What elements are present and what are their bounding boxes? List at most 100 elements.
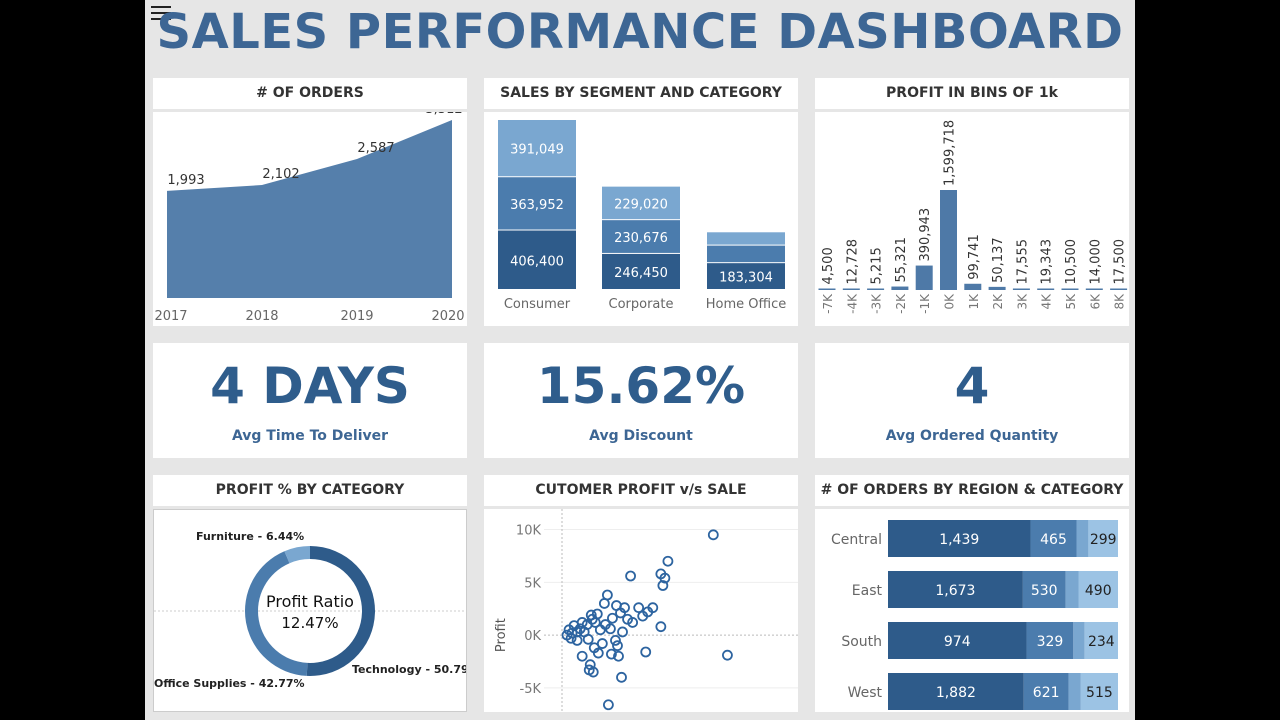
data-label: 530 (1031, 583, 1058, 599)
data-label: 55,321 (894, 237, 909, 282)
region-chart: Central 1,439 465 299 East 1,673 530 490 South 97… (815, 509, 1129, 712)
hamburger-icon[interactable] (151, 6, 171, 22)
x-tick-label: -2K (894, 293, 908, 314)
x-tick-label: 4K (1040, 293, 1054, 310)
profit-category-chart: Technology - 50.79% Office Supplies - 42.… (153, 509, 480, 712)
x-tick-label: 1K (967, 293, 981, 310)
segment-chart: 406,400 363,952 391,049 Consumer 246,450 230,… (484, 112, 798, 326)
orders-area (167, 120, 452, 298)
bin-bar (842, 288, 860, 290)
scatter-point (722, 649, 733, 661)
region-bar (1084, 622, 1118, 659)
data-label: 465 (1040, 532, 1067, 548)
bin-bar (818, 288, 836, 290)
scatter-point (640, 646, 652, 658)
data-label: 329 (1037, 634, 1064, 650)
scatter-point (617, 626, 628, 638)
kpi-value: 4 (954, 357, 990, 415)
scatter-point (633, 602, 645, 614)
data-label: 4,500 (821, 247, 836, 284)
orders-panel-title: # OF ORDERS (153, 78, 467, 109)
y-tick-label: 5K (524, 576, 541, 591)
x-tick-label: 2019 (340, 309, 373, 324)
bins-panel-title: PROFIT IN BINS OF 1k (815, 78, 1129, 109)
region-panel-title: # OF ORDERS BY REGION & CATEGORY (815, 475, 1129, 506)
data-label: 1,439 (939, 532, 979, 548)
orders-chart: 1,993 2017 2,102 2018 2,587 2019 3,312 2020 (153, 102, 467, 326)
scatter-point (707, 529, 719, 541)
bin-bar (988, 286, 1006, 290)
region-bar (1068, 673, 1081, 710)
segment-bar (707, 232, 785, 245)
bin-bar (891, 286, 909, 290)
data-label: 515 (1086, 685, 1113, 701)
segment-bar (707, 245, 785, 263)
data-label: 246,450 (614, 266, 668, 281)
data-label: 363,952 (510, 198, 564, 213)
bin-bar (940, 190, 957, 290)
x-tick-label: 2K (991, 293, 1005, 310)
region-bar (888, 622, 1027, 659)
bin-bar (964, 283, 982, 290)
scatter-point (627, 617, 639, 628)
x-tick-label: 2020 (431, 309, 464, 324)
scatter-point (565, 632, 577, 644)
y-tick-label: -5K (520, 682, 542, 697)
data-label: 3,312 (425, 112, 462, 117)
x-tick-label: -7K (821, 293, 835, 314)
scatter-point (662, 555, 674, 567)
page-title: SALES PERFORMANCE DASHBOARD (156, 4, 1124, 60)
data-label: 1,673 (935, 583, 975, 599)
scatter-chart: 10K 5K 0K -5K Profit (484, 509, 798, 712)
x-tick-label: -1K (918, 293, 932, 314)
region-bar (1030, 520, 1077, 557)
scatter-point (605, 623, 616, 635)
scatter-point (571, 626, 583, 638)
scatter-point (613, 650, 624, 662)
y-tick-label: Central (831, 532, 882, 548)
x-tick-label: 2017 (154, 309, 187, 324)
x-tick-label: -4K (845, 293, 859, 314)
data-label: 406,400 (510, 254, 564, 269)
scatter-point (603, 699, 614, 711)
data-label: 1,882 (936, 685, 976, 701)
data-label: 17,500 (1113, 239, 1128, 285)
y-tick-label: 0K (524, 629, 541, 644)
data-label: 1,993 (167, 173, 204, 188)
bin-bar (1110, 288, 1128, 290)
bin-bar (1012, 288, 1030, 290)
data-label: 490 (1085, 583, 1112, 599)
kpi-delivery: 4 DAYS Avg Time To Deliver (153, 343, 467, 458)
y-tick-label: 10K (516, 524, 542, 539)
x-tick-label: 5K (1064, 293, 1078, 310)
data-label: 183,304 (719, 271, 773, 286)
region-bar (1022, 571, 1066, 608)
segment-bar (498, 230, 576, 289)
scatter-point (655, 621, 667, 633)
region-bar (888, 520, 1031, 557)
bin-bar (1085, 288, 1103, 290)
x-tick-label: 0K (943, 293, 957, 310)
data-label: 229,020 (614, 197, 668, 212)
kpi-label: Avg Discount (589, 428, 693, 444)
kpi-label: Avg Time To Deliver (231, 428, 389, 444)
scatter-point (659, 572, 671, 584)
data-label: 2,587 (357, 141, 394, 156)
y-axis-label: Profit (494, 618, 509, 652)
data-label: 974 (944, 634, 971, 650)
scatter-point (594, 624, 606, 636)
donut-slice (284, 546, 310, 564)
profit-category-panel-title: PROFIT % BY CATEGORY (153, 475, 467, 506)
data-label: 17,555 (1015, 239, 1030, 285)
y-tick-label: West (848, 685, 883, 701)
scatter-point (625, 570, 636, 582)
x-tick-label: Home Office (706, 297, 786, 312)
data-label: 99,741 (967, 234, 982, 279)
scatter-point (596, 638, 608, 649)
scatter-point (610, 634, 621, 646)
segment-bar (602, 220, 680, 253)
kpi-quantity: 4 Avg Ordered Quantity (815, 343, 1129, 458)
data-label: 1,599,718 (943, 120, 958, 186)
scatter-point (576, 617, 588, 628)
data-label: 234 (1088, 634, 1115, 650)
